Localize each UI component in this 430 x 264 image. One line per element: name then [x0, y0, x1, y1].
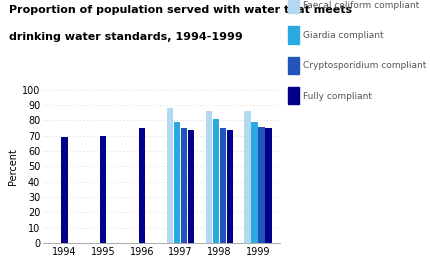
Bar: [100, 136, 106, 243]
Bar: [61, 137, 68, 243]
Text: drinking water standards, 1994-1999: drinking water standards, 1994-1999: [9, 32, 243, 42]
Bar: [244, 111, 251, 243]
Bar: [265, 128, 272, 243]
Text: Fully compliant: Fully compliant: [303, 92, 372, 101]
Text: Cryptosporidium compliant: Cryptosporidium compliant: [303, 62, 427, 70]
Bar: [212, 119, 219, 243]
Text: Proportion of population served with water that meets: Proportion of population served with wat…: [9, 5, 352, 15]
Bar: [181, 128, 187, 243]
Bar: [206, 111, 212, 243]
Bar: [220, 128, 226, 243]
Bar: [252, 122, 258, 243]
Bar: [188, 130, 194, 243]
Bar: [258, 126, 265, 243]
Bar: [227, 130, 233, 243]
Text: Giardia compliant: Giardia compliant: [303, 31, 384, 40]
Text: Faecal coliform compliant: Faecal coliform compliant: [303, 1, 419, 10]
Bar: [174, 122, 181, 243]
Bar: [167, 108, 173, 243]
Y-axis label: Percent: Percent: [8, 148, 18, 185]
Bar: [138, 128, 145, 243]
